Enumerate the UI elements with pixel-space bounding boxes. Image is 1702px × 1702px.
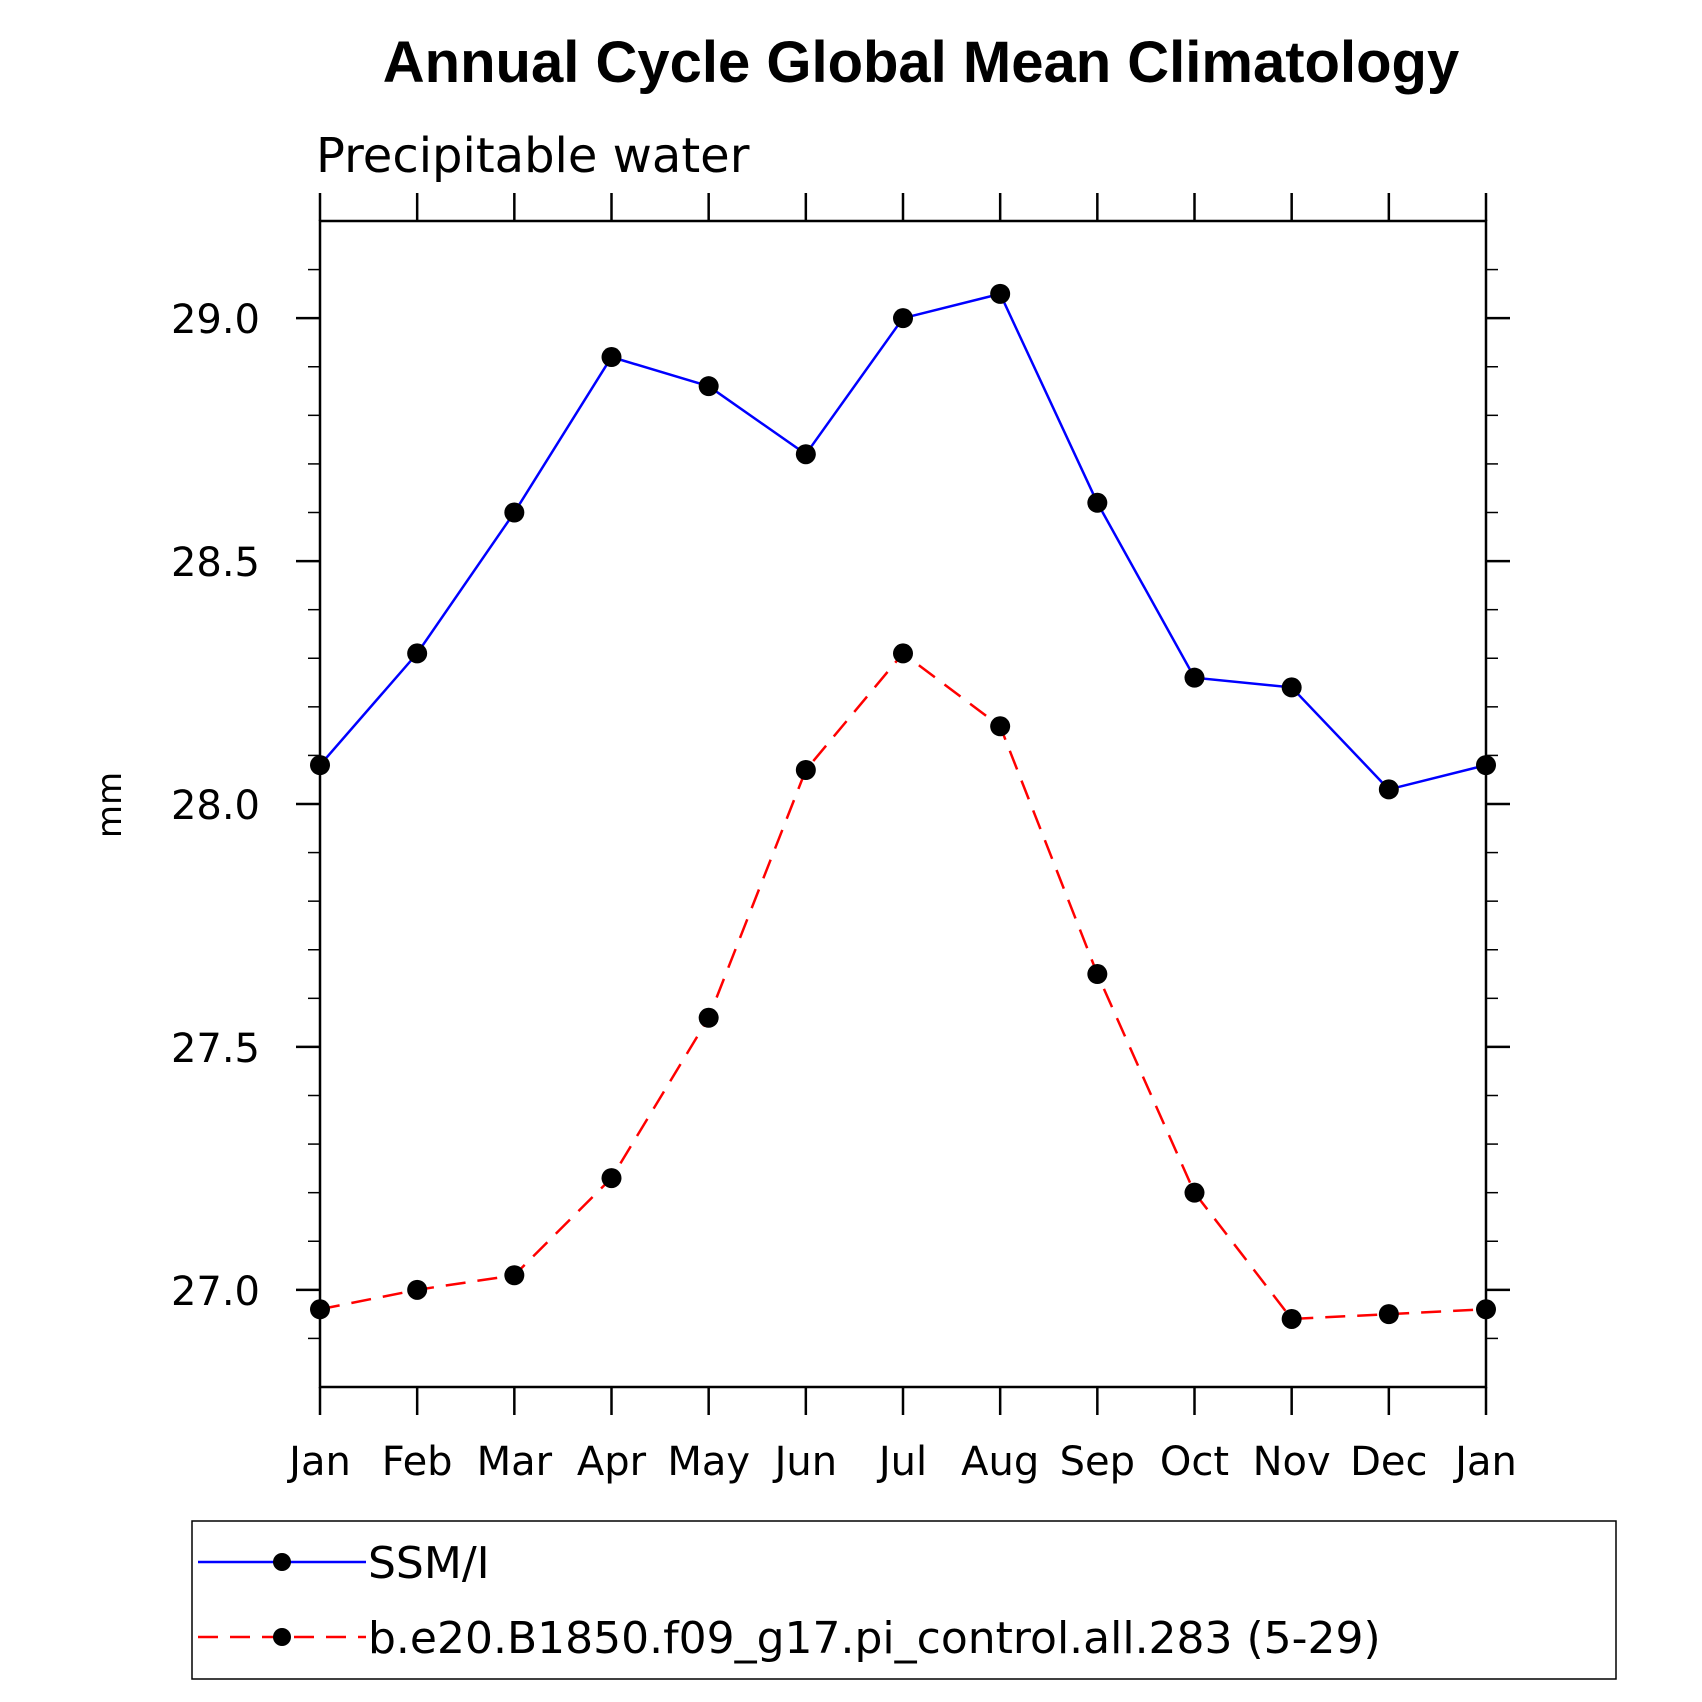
y-tick-label: 27.5 [171, 1026, 260, 1072]
legend-entry-1: b.e20.B1850.f09_g17.pi_control.all.283 (… [198, 1613, 1381, 1664]
legend: SSM/I b.e20.B1850.f09_g17.pi_control.all… [191, 1520, 1617, 1680]
x-tick-label: Dec [1350, 1439, 1427, 1485]
legend-label-ssmi: SSM/I [368, 1538, 490, 1589]
data-point [795, 444, 816, 465]
data-point [1281, 677, 1302, 698]
y-axis-label: mm [90, 772, 130, 838]
data-point [893, 643, 913, 664]
x-tick-label: Oct [1160, 1439, 1229, 1485]
data-point [310, 755, 330, 776]
data-point [1087, 964, 1108, 985]
x-tick-label: Jul [876, 1439, 927, 1485]
chart-title: Annual Cycle Global Mean Climatology [383, 30, 1459, 95]
x-tick-label: Jun [772, 1439, 838, 1485]
legend-marker-model [273, 1628, 291, 1646]
data-point [1184, 667, 1205, 688]
plot-frame [318, 219, 1488, 1389]
x-tick-label: Mar [477, 1439, 553, 1485]
x-tick-label: Aug [961, 1439, 1039, 1485]
data-point [1184, 1182, 1205, 1203]
x-axis-tick-labels: Jan Feb Mar Apr May Jun Jul Aug Sep Oct Nov Dec Jan [286, 1439, 1517, 1485]
x-tick-label: Nov [1253, 1439, 1331, 1485]
data-point [893, 308, 913, 329]
data-point [698, 1007, 719, 1028]
y-axis-tick-labels: 27.0 27.5 28.0 28.5 29.0 [171, 297, 260, 1315]
y-tick-label: 28.0 [171, 783, 260, 829]
y-tick-label: 28.5 [171, 540, 260, 586]
x-tick-label: Jan [1452, 1439, 1517, 1485]
x-tick-label: Sep [1060, 1439, 1135, 1485]
x-tick-label: Feb [382, 1439, 453, 1485]
legend-frame [191, 1520, 1617, 1680]
data-point [795, 759, 816, 780]
y-axis-ticks [296, 268, 1510, 1340]
data-point [990, 283, 1011, 304]
y-tick-label: 27.0 [171, 1269, 260, 1315]
data-point [1476, 1299, 1496, 1320]
x-axis-ticks [318, 193, 1488, 1415]
series-line [319, 292, 1487, 791]
chart-subtitle: Precipitable water [316, 128, 750, 184]
data-point [1476, 755, 1496, 776]
data-point [310, 1299, 330, 1320]
data-point [601, 1168, 622, 1189]
legend-marker-ssmi [273, 1553, 291, 1571]
data-point [1281, 1308, 1302, 1329]
x-tick-label: Apr [577, 1439, 647, 1485]
series-1 [310, 643, 1496, 1329]
data-point [504, 1265, 525, 1286]
data-point [407, 1279, 428, 1300]
data-point [1378, 779, 1399, 800]
y-tick-label: 29.0 [171, 297, 260, 343]
x-tick-label: May [667, 1439, 750, 1485]
data-point [601, 347, 622, 368]
legend-label-model: b.e20.B1850.f09_g17.pi_control.all.283 (… [368, 1613, 1381, 1664]
data-point [990, 716, 1011, 737]
data-point [407, 643, 428, 664]
data-point [1378, 1304, 1399, 1325]
data-point [504, 502, 525, 523]
series-0 [310, 283, 1496, 800]
series-layer [310, 283, 1496, 1329]
data-point [1087, 492, 1108, 513]
x-tick-label: Jan [286, 1439, 351, 1485]
series-line [319, 651, 1487, 1321]
legend-entry-0: SSM/I [198, 1538, 490, 1589]
data-point [698, 376, 719, 397]
